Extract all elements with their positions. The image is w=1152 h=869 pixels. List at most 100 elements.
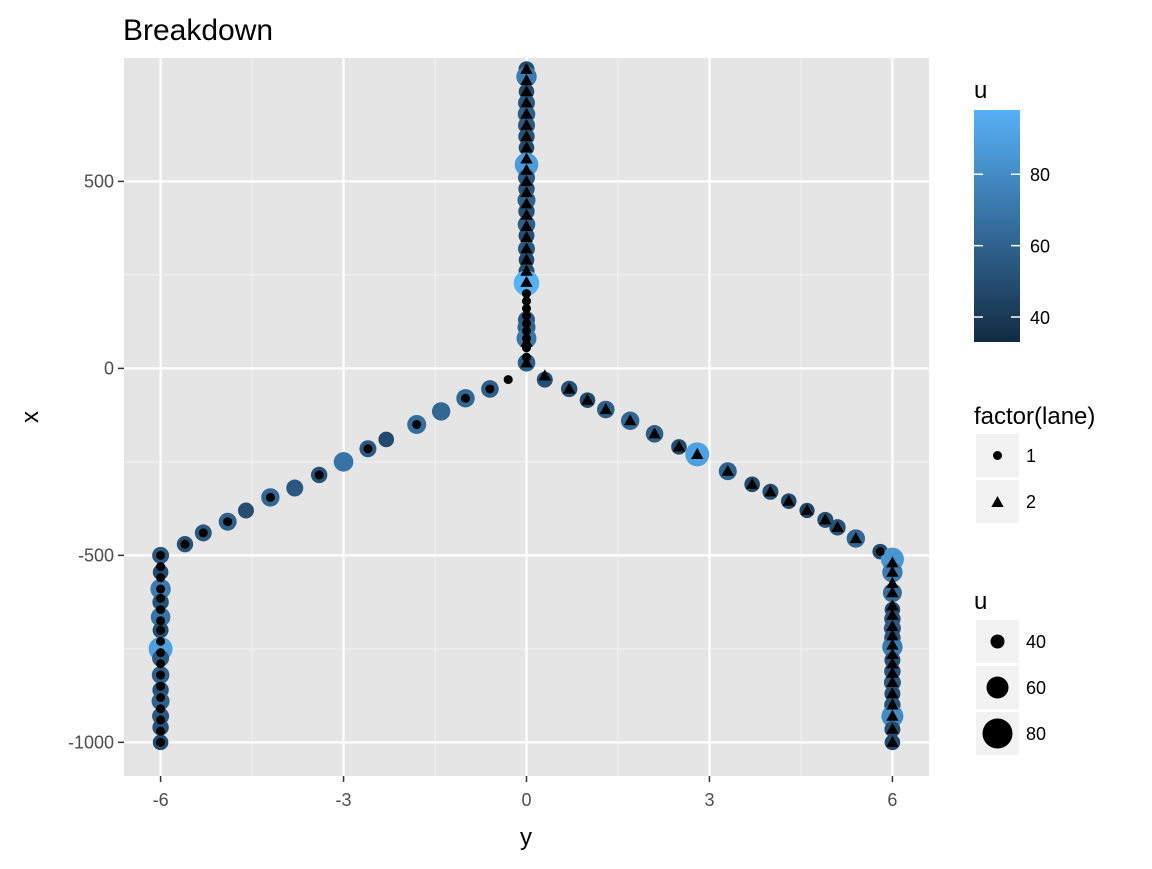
shape-legend-triangle	[991, 496, 1004, 508]
data-point-lane-2	[886, 556, 899, 568]
data-point-lane-2	[520, 118, 533, 130]
data-point-u	[237, 502, 254, 519]
size-legend-circle	[990, 634, 1005, 649]
color-legend-label: 80	[1030, 165, 1050, 185]
data-point-lane-2	[520, 253, 533, 265]
y-tick-label: 0	[104, 358, 114, 378]
data-point-lane-1	[156, 692, 166, 702]
data-point-lane-2	[886, 619, 899, 631]
color-legend-label: 60	[1030, 237, 1050, 257]
data-point-lane-1	[156, 737, 166, 747]
data-point-u	[431, 402, 451, 421]
size-legend-label: 60	[1026, 678, 1046, 698]
x-tick-label: 0	[521, 790, 531, 810]
data-point-lane-2	[721, 464, 734, 476]
data-point-lane-1	[156, 562, 166, 572]
data-point-lane-2	[886, 629, 899, 641]
data-point-lane-2	[623, 414, 637, 426]
size-legend-keys: 40 60 80	[976, 620, 1046, 755]
size-legend-label: 80	[1026, 724, 1046, 744]
y-axis-label: x	[17, 411, 44, 423]
y-tick-label: -500	[78, 545, 114, 565]
data-point-lane-2	[520, 275, 533, 287]
x-tick-label: -3	[336, 790, 352, 810]
data-point-lane-2	[886, 608, 899, 620]
data-point-lane-1	[522, 326, 531, 336]
data-point-lane-2	[581, 393, 594, 405]
y-axis: -1000 -500 0 500	[68, 171, 124, 752]
data-point-lane-2	[886, 666, 899, 678]
data-point-lane-1	[156, 625, 166, 635]
data-point-lane-2	[886, 576, 899, 588]
data-point-lane-1	[156, 704, 166, 714]
data-point-lane-1	[156, 726, 166, 736]
data-point-lane-2	[520, 141, 533, 153]
data-point-lane-2	[538, 369, 551, 381]
data-point-lane-1	[198, 528, 208, 538]
data-point-lane-2	[520, 163, 533, 175]
data-point-lane-2	[520, 186, 533, 198]
data-point-lane-1	[156, 715, 166, 725]
data-point-lane-2	[520, 335, 533, 347]
data-point-lane-1	[265, 492, 275, 502]
data-point-lane-2	[886, 638, 899, 650]
data-point-lane-1	[461, 393, 471, 403]
size-legend: u 40 60 80	[974, 588, 1046, 755]
data-point-lane-2	[520, 197, 533, 209]
y-tick-label: 500	[84, 171, 114, 191]
data-point-lane-2	[745, 477, 759, 489]
data-point-lane-1	[180, 539, 190, 549]
data-point-lane-2	[886, 647, 899, 660]
data-point-lane-2	[648, 427, 661, 439]
data-point-lane-1	[156, 584, 166, 594]
points-layer-lane	[156, 62, 899, 747]
data-point-lane-1	[522, 304, 531, 314]
data-point-lane-2	[886, 657, 899, 669]
color-legend-ticks: 40 60 80	[974, 165, 1050, 328]
data-point-lane-2	[691, 447, 704, 459]
data-point-lane-1	[156, 593, 166, 603]
data-point-lane-1	[412, 419, 422, 429]
size-legend-label: 40	[1026, 632, 1046, 652]
x-tick-label: 3	[704, 790, 714, 810]
data-point-lane-2	[563, 382, 576, 394]
data-point-lane-2	[520, 242, 533, 254]
data-point-lane-2	[886, 599, 899, 611]
data-point-lane-1	[223, 517, 233, 527]
data-point-lane-1	[156, 659, 166, 669]
data-point-lane-2	[672, 440, 686, 452]
data-point-lane-1	[875, 547, 885, 557]
data-point-lane-2	[886, 586, 899, 598]
data-point-lane-1	[156, 573, 166, 583]
data-point-lane-2	[520, 208, 533, 220]
data-point-lane-1	[156, 648, 166, 658]
data-point-lane-2	[520, 174, 533, 186]
data-point-lane-2	[849, 532, 862, 544]
color-legend-title: u	[974, 77, 987, 104]
data-point-lane-1	[503, 375, 513, 385]
x-axis-label: y	[520, 824, 532, 851]
data-point-u	[286, 479, 304, 497]
data-point-lane-2	[886, 565, 899, 577]
data-point-lane-2	[520, 107, 533, 119]
data-point-lane-2	[886, 687, 899, 699]
x-tick-label: -6	[153, 790, 169, 810]
data-point-lane-2	[520, 152, 533, 164]
data-point-lane-2	[886, 722, 899, 734]
data-point-lane-1	[156, 616, 166, 626]
data-point-lane-2	[886, 735, 899, 747]
color-legend-label: 40	[1030, 308, 1050, 328]
data-point-lane-2	[520, 85, 533, 97]
data-point-lane-2	[520, 130, 533, 142]
data-point-lane-2	[886, 698, 899, 710]
data-point-lane-1	[156, 550, 166, 560]
data-point-lane-1	[522, 296, 531, 306]
x-tick-label: 6	[887, 790, 897, 810]
x-axis: -6 -3 0 3 6	[153, 776, 897, 810]
data-point-u	[333, 452, 354, 472]
data-point-lane-1	[156, 636, 166, 646]
data-point-lane-2	[520, 62, 533, 74]
data-point-lane-2	[520, 264, 533, 276]
color-legend-bar	[974, 110, 1020, 342]
shape-legend-circle	[993, 451, 1002, 460]
